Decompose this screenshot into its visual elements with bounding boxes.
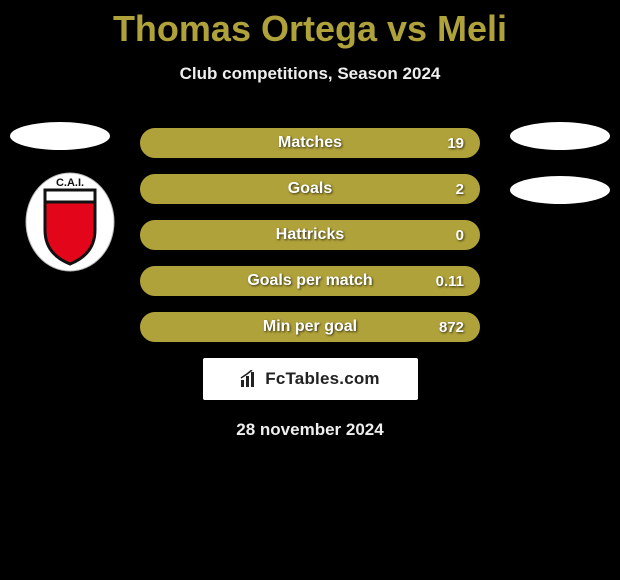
stat-label: Goals (288, 180, 332, 198)
left-player-ellipse (10, 122, 110, 150)
bars-icon (240, 370, 260, 388)
stat-label: Goals per match (247, 272, 372, 290)
right-player-ellipse-2 (510, 176, 610, 204)
stat-row: Min per goal 872 (140, 312, 480, 342)
page-title: Thomas Ortega vs Meli (0, 0, 620, 50)
stat-label: Hattricks (276, 226, 344, 244)
stat-value: 872 (439, 319, 464, 336)
stat-label: Min per goal (263, 318, 357, 336)
stat-label: Matches (278, 134, 342, 152)
stat-value: 0 (456, 227, 464, 244)
club-crest: C.A.I. (25, 172, 115, 272)
brand-label: FcTables.com (240, 369, 380, 389)
stat-value: 19 (447, 135, 464, 152)
brand-text: FcTables.com (265, 369, 380, 389)
svg-text:C.A.I.: C.A.I. (56, 177, 84, 189)
right-player-ellipse-1 (510, 122, 610, 150)
stat-row: Goals per match 0.11 (140, 266, 480, 296)
brand-box[interactable]: FcTables.com (203, 358, 418, 400)
stat-row: Goals 2 (140, 174, 480, 204)
stats-container: Matches 19 Goals 2 Hattricks 0 Goals per match… (140, 128, 480, 342)
stat-value: 0.11 (436, 273, 464, 290)
stat-row: Matches 19 (140, 128, 480, 158)
subtitle: Club competitions, Season 2024 (0, 64, 620, 84)
stat-row: Hattricks 0 (140, 220, 480, 250)
stat-value: 2 (456, 181, 464, 198)
date-label: 28 november 2024 (0, 420, 620, 440)
